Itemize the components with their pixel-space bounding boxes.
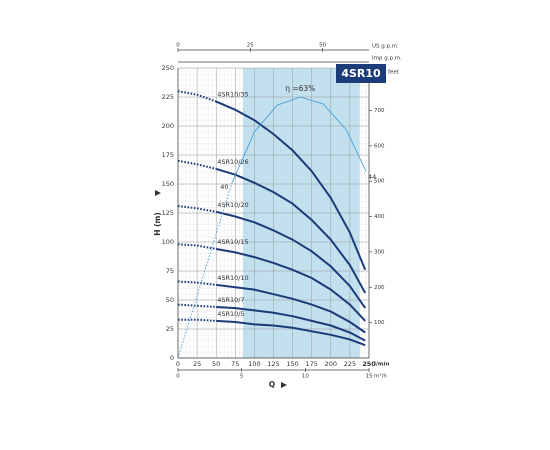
y-tick-label: 250 [162, 64, 174, 72]
x-tick-label: 0 [176, 360, 180, 368]
series-label: 4SR10/15 [217, 238, 249, 246]
y-tick-label: 75 [166, 267, 174, 275]
y-tick-label: 225 [162, 93, 174, 101]
title: 4SR10 [341, 67, 381, 80]
x-tick-label: 150 [286, 360, 298, 368]
x-tick-label: 25 [193, 360, 201, 368]
pump-curve [215, 210, 367, 309]
y-label: H (m) [153, 212, 162, 236]
m3h_axis-tick-label: 0 [176, 374, 180, 380]
m3h_axis-tick-label: 10 [302, 374, 309, 380]
series-label: 4SR10/35 [217, 91, 249, 99]
m3h-label: m³/h [374, 373, 387, 380]
y-tick-label: 125 [162, 209, 174, 217]
x-tick-label: 125 [267, 360, 279, 368]
series-label: 4SR10/26 [217, 158, 249, 166]
pump-curve [177, 205, 217, 213]
y-tick-label: 50 [166, 296, 174, 304]
efficiency-curve [177, 183, 232, 359]
x-tick-label: 75 [231, 360, 239, 368]
y-tick-label: 25 [166, 325, 174, 333]
efficiency-curve [231, 96, 367, 185]
m3h_axis-tick-label: 5 [240, 374, 244, 380]
x-tick-label: 225 [344, 360, 356, 368]
pump-curve [215, 167, 367, 294]
x-tick-label: 50 [212, 360, 220, 368]
x-tick-label: 175 [305, 360, 317, 368]
series-label: 4SR10/10 [217, 274, 249, 282]
usgpm_axis-tick-label: 50 [319, 43, 326, 49]
x-label: Q [269, 380, 275, 389]
y-tick-label: 175 [162, 151, 174, 159]
pump-curve [215, 100, 367, 271]
y2-tick-label: 500 [374, 179, 385, 185]
y2-tick-label: 700 [374, 108, 385, 114]
y2-tick-label: 600 [374, 143, 385, 149]
y-tick-label: 150 [162, 180, 174, 188]
x-unit: l/min [374, 362, 390, 368]
pump-curve [177, 90, 217, 103]
pump-curve [177, 159, 217, 170]
pump-curve [216, 283, 366, 334]
y-tick-label: 100 [162, 238, 174, 246]
y2-tick-label: 100 [374, 320, 385, 326]
pump-curve [177, 243, 217, 250]
y2-tick-label: 300 [374, 249, 385, 255]
x-tick-label: 250 [362, 360, 376, 368]
usgpm_axis-tick-label: 0 [176, 43, 180, 49]
y-arrow [155, 190, 161, 196]
y-tick-label: 200 [162, 122, 174, 130]
pump-curve [216, 248, 366, 322]
m3h_axis-tick-label: 15 [366, 374, 373, 380]
efficiency-start-label: 40 [220, 183, 228, 191]
usgpm-label: US g.p.m. [372, 44, 399, 50]
impgpm-label: Imp g.p.m. [372, 56, 402, 62]
x-arrow [281, 382, 287, 388]
x-tick-label: 200 [325, 360, 337, 368]
series-label: 4SR10/7 [217, 296, 244, 304]
series-label: 4SR10/20 [217, 201, 249, 209]
y-tick-label: 0 [170, 354, 174, 362]
efficiency-peak-label: η =63% [285, 84, 315, 93]
x-tick-label: 100 [248, 360, 260, 368]
pump-curve [216, 306, 366, 342]
efficiency-end-label: 44 [368, 173, 376, 181]
series-label: 4SR10/5 [217, 310, 244, 318]
pump-curve [216, 319, 366, 347]
y2-tick-label: 200 [374, 285, 385, 291]
usgpm_axis-tick-label: 25 [247, 43, 254, 49]
y2-label: feet [388, 70, 400, 76]
title-box [336, 64, 386, 83]
y2-tick-label: 400 [374, 214, 385, 220]
